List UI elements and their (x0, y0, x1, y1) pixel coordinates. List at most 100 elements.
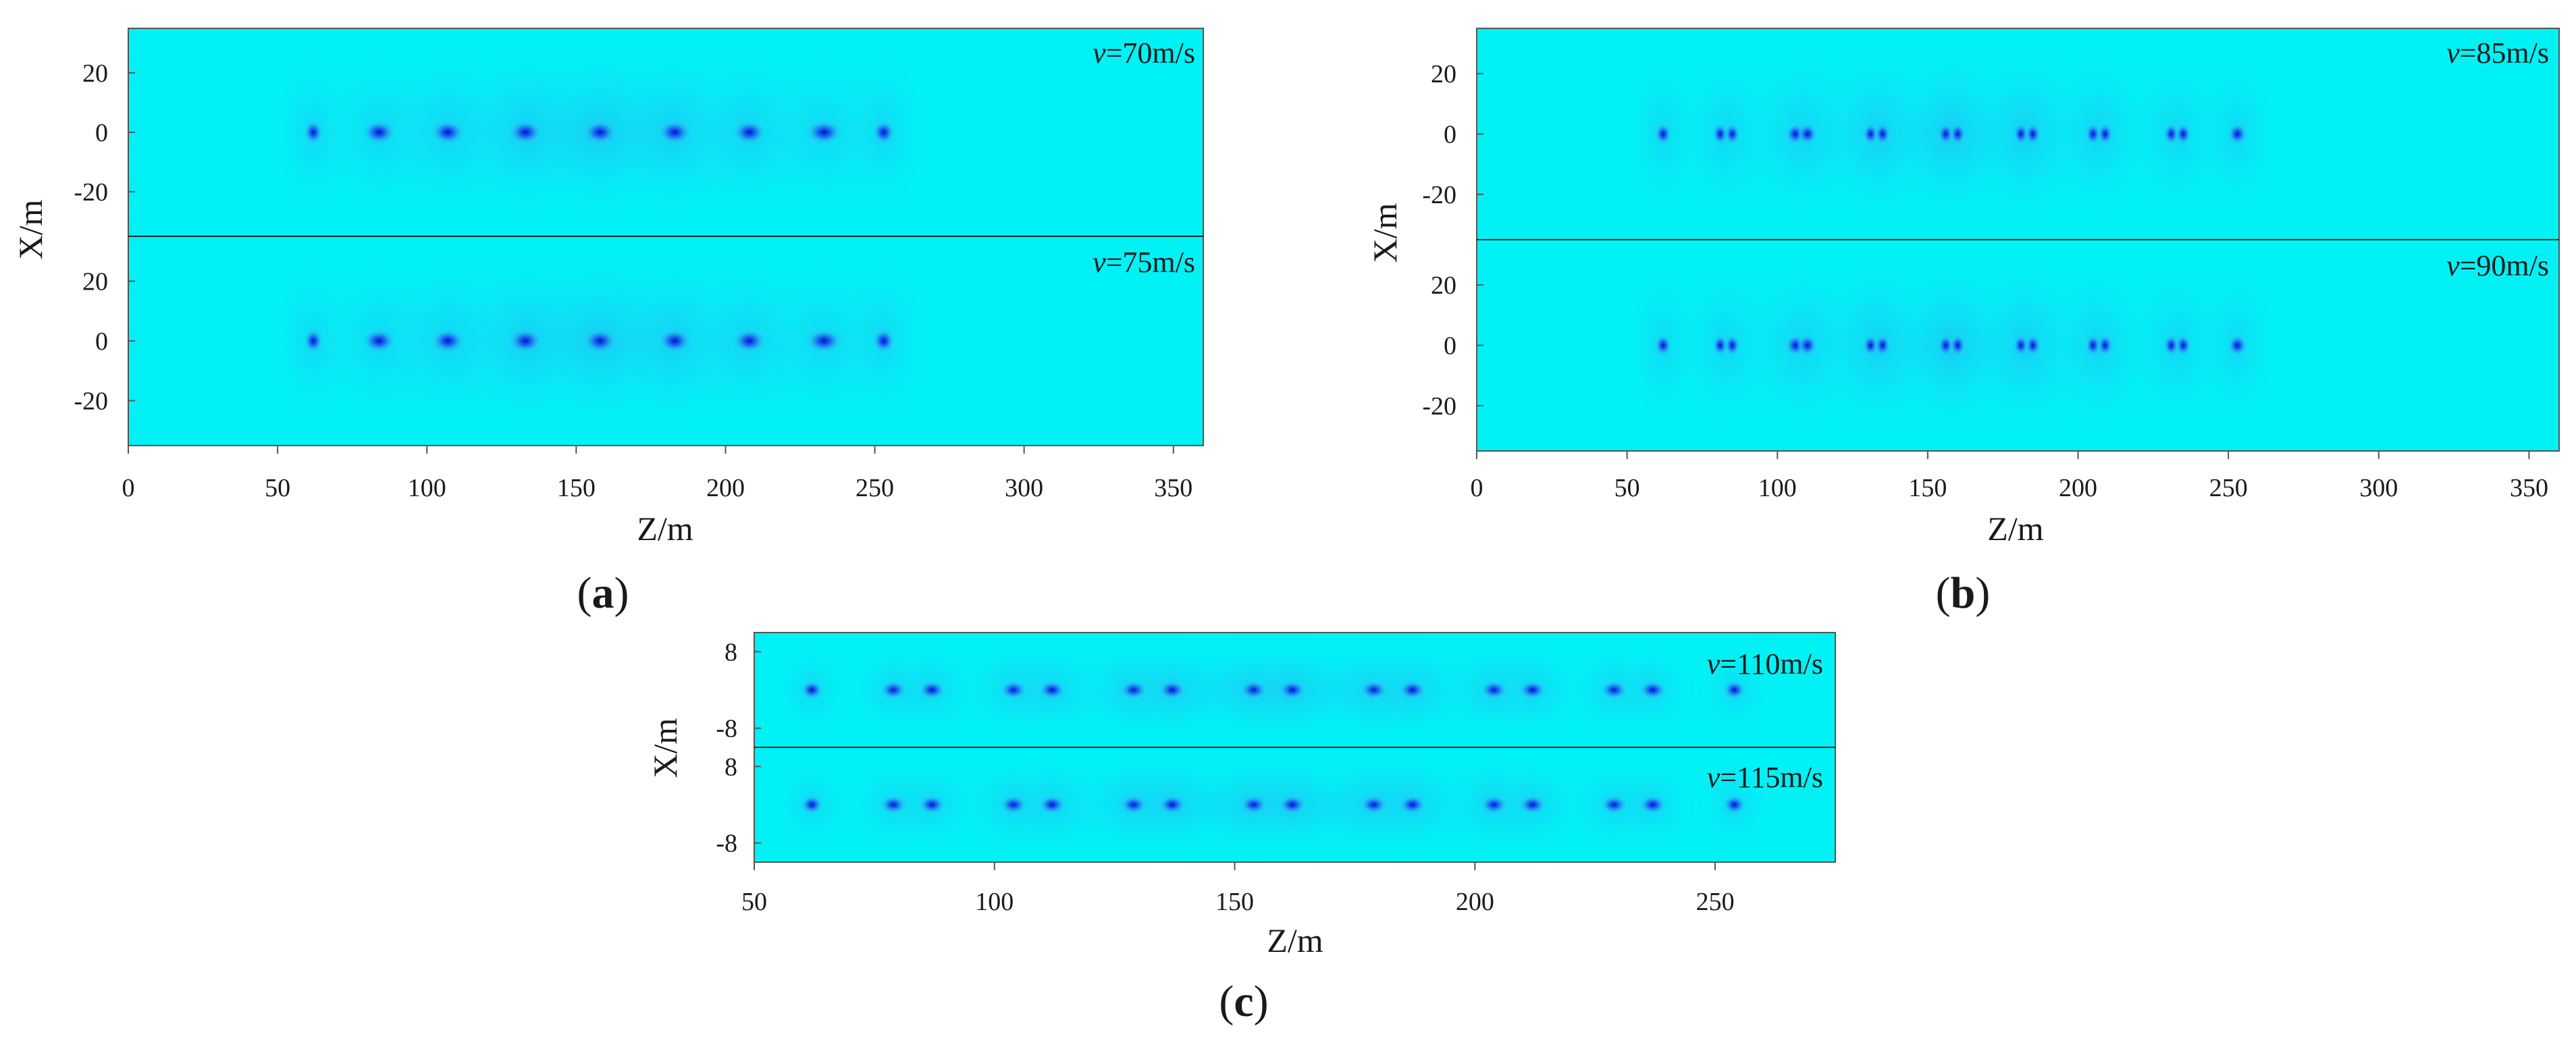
x-tick-label: 250 (1696, 888, 1735, 916)
blob-core (2012, 333, 2030, 357)
blob-core (2084, 122, 2102, 146)
y-tick-label: -20 (74, 178, 108, 207)
panel-b-ylabel: X/m (1366, 203, 1404, 263)
blob-core (1278, 795, 1307, 815)
blob-core (1398, 680, 1427, 700)
blob-core (872, 328, 896, 354)
panel-a-subplot-top: 20 0 -20 (74, 36, 932, 228)
panel-a-speed-label-top: v=70m/s (1093, 36, 1195, 70)
blob-core (1157, 795, 1187, 815)
y-tick-label: -20 (74, 388, 108, 416)
blob-core (2226, 122, 2249, 146)
blob-core (799, 795, 824, 815)
blob-core (1874, 122, 1891, 146)
blob-core (1937, 122, 1955, 146)
blob-core (2163, 122, 2180, 146)
blob-core (2097, 333, 2114, 357)
blob-core (1862, 333, 1879, 357)
blob-core (1518, 795, 1548, 815)
y-tick-label: 20 (1431, 60, 1456, 88)
y-tick-label: -20 (1422, 392, 1456, 421)
blob-core (1797, 122, 1818, 146)
blob-core (1722, 795, 1747, 815)
blob-core (2024, 333, 2042, 357)
blob-core (1937, 333, 1955, 357)
blob-core (799, 680, 824, 700)
x-tick-label: 250 (856, 474, 894, 502)
blob-core (1724, 333, 1741, 357)
x-tick-label: 300 (2359, 474, 2398, 502)
y-tick-label: 20 (82, 59, 108, 88)
y-tick-label: 8 (725, 638, 737, 666)
x-tick-label: 50 (741, 888, 767, 916)
x-tick-label: 150 (557, 474, 596, 502)
x-tick-label: 150 (1215, 888, 1254, 916)
y-tick-label: -8 (716, 715, 737, 743)
x-tick-label: 100 (1758, 474, 1797, 502)
blob-core (2024, 122, 2042, 146)
x-tick-label: 350 (1154, 474, 1192, 502)
blob-core (917, 795, 947, 815)
panel-c: 8 -8 8 -8 50 100 150 200 250 v=110m/s v=115m/s X… (646, 632, 1836, 1026)
x-tick-label: 300 (1005, 474, 1043, 502)
blob-core (1654, 122, 1673, 146)
x-tick-label: 50 (1614, 474, 1640, 502)
blob-core (1157, 680, 1187, 700)
blob-core (1278, 680, 1307, 700)
blob-core (1712, 333, 1729, 357)
blob-core (2163, 333, 2180, 357)
y-tick-label: 20 (82, 267, 108, 296)
panel-b-xlabel: Z/m (1987, 510, 2043, 548)
panel-c-caption: (c) (1219, 977, 1268, 1026)
blob-core (1722, 680, 1747, 700)
blob-core (1518, 680, 1548, 700)
blob-core (2174, 333, 2192, 357)
blob-core (2012, 122, 2030, 146)
blob-core (1949, 333, 1966, 357)
x-tick-label: 250 (2209, 474, 2248, 502)
y-tick-label: 0 (95, 119, 108, 147)
panel-a-subplot-bottom: 20 0 -20 (74, 244, 932, 437)
x-tick-label: 200 (2059, 474, 2097, 502)
panel-b-subplot-top: 20 0 -20 (1422, 36, 2281, 232)
blob-core (872, 119, 896, 145)
x-tick-label: 50 (265, 474, 290, 502)
y-tick-label: 20 (1431, 271, 1456, 300)
x-tick-label: 0 (122, 474, 135, 502)
blob-core (804, 119, 844, 145)
blob-core (1874, 333, 1891, 357)
y-tick-label: -8 (716, 830, 737, 858)
panel-c-plot: 8 -8 8 -8 50 100 150 200 250 (716, 632, 1836, 916)
blob-core (1037, 680, 1067, 700)
panel-c-subplot-bottom: 8 -8 (716, 751, 1775, 858)
y-tick-label: 0 (95, 327, 108, 356)
x-tick-label: 100 (975, 888, 1014, 916)
x-tick-label: 200 (1456, 888, 1494, 916)
y-tick-label: 8 (725, 753, 737, 781)
panel-a-caption: (a) (577, 568, 629, 618)
blob-core (1712, 122, 1729, 146)
blob-core (429, 119, 466, 145)
blob-core (1037, 795, 1067, 815)
panel-c-speed-label-bottom: v=115m/s (1707, 761, 1823, 794)
y-tick-label: 0 (1444, 121, 1456, 149)
blob-core (1797, 333, 1818, 357)
blob-core (1398, 795, 1427, 815)
blob-core (1654, 333, 1673, 357)
blob-core (1862, 122, 1879, 146)
panel-c-xlabel: Z/m (1267, 922, 1323, 959)
panel-b-caption: (b) (1936, 568, 1991, 618)
x-tick-label: 350 (2510, 474, 2548, 502)
x-tick-label: 150 (1908, 474, 1947, 502)
blob-core (1724, 122, 1741, 146)
blob-core (1949, 122, 1966, 146)
blob-core (2226, 333, 2249, 357)
blob-core (1638, 795, 1667, 815)
panel-c-subplot-top: 8 -8 (716, 637, 1775, 743)
blob-core (804, 328, 844, 354)
